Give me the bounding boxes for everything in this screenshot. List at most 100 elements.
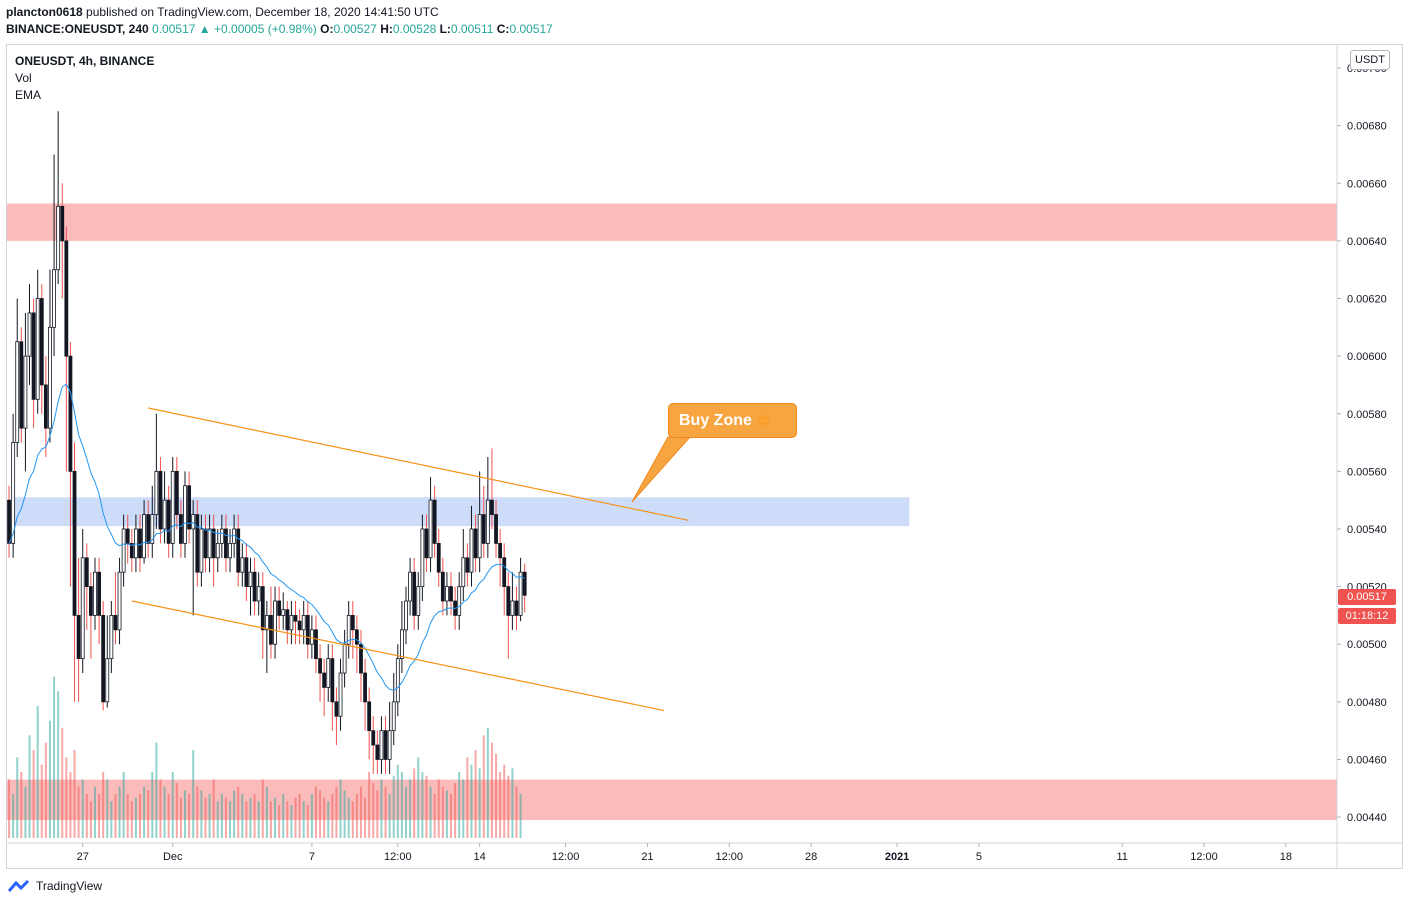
volume-bar [495, 753, 498, 838]
volume-bar [20, 772, 23, 838]
author-name[interactable]: plancton0618 [6, 5, 83, 19]
candle-up [510, 600, 515, 616]
volume-bar [388, 794, 391, 838]
countdown-tag: 01:18:12 [1338, 608, 1396, 624]
candle-up [35, 298, 40, 400]
candle-up [346, 615, 351, 645]
x-tick-label: 14 [474, 851, 486, 863]
candle-up [11, 442, 16, 544]
candle-up [301, 615, 306, 631]
candle-down [101, 615, 106, 703]
candle-up [215, 542, 220, 559]
volume-bar [12, 794, 15, 838]
volume-bar [175, 783, 178, 838]
volume-bar [245, 801, 248, 838]
trendline [148, 407, 689, 521]
volume-bar [302, 801, 305, 838]
candle-up [395, 658, 400, 703]
candle-down [97, 571, 101, 616]
footer-brand-text: TradingView [36, 879, 103, 893]
candle-up [15, 341, 20, 443]
low-value: 0.00511 [450, 22, 494, 36]
volume-bar [93, 786, 96, 838]
candle-up [207, 528, 212, 559]
volume-bar [224, 797, 227, 838]
candle-up [309, 629, 314, 645]
candle-up [150, 514, 155, 544]
volume-bar [470, 764, 473, 838]
candle-down [506, 586, 511, 616]
volume-bar [474, 750, 477, 838]
candle-up [109, 615, 114, 660]
candle-up [408, 571, 412, 602]
candle-down [367, 701, 372, 732]
volume-bar [53, 676, 56, 838]
currency-unit[interactable]: USDT [1350, 50, 1390, 70]
volume-bar [499, 772, 502, 838]
volume-bar [48, 720, 51, 838]
volume-bar [77, 786, 80, 838]
candle-down [363, 672, 367, 703]
volume-bar [310, 794, 313, 838]
volume-bar [196, 786, 199, 838]
x-tick-label: 21 [641, 851, 653, 863]
volume-bar [118, 786, 121, 838]
volume-bar [184, 790, 187, 838]
candle-up [379, 730, 384, 760]
candle-down [60, 205, 65, 242]
candle-down [465, 557, 470, 573]
volume-bar [454, 783, 457, 838]
candle-down [166, 499, 171, 544]
candle-down [293, 615, 298, 622]
candle-up [93, 571, 97, 616]
candle-down [244, 557, 249, 588]
price-change: +0.00005 (+0.98%) [214, 22, 317, 36]
candle-down [146, 514, 151, 544]
volume-bar [441, 786, 444, 838]
volume-bar [106, 779, 109, 838]
x-tick-label: Dec [163, 851, 183, 863]
volume-bar [421, 772, 424, 838]
candle-down [7, 499, 11, 544]
volume-bar [139, 794, 141, 838]
candle-down [297, 620, 302, 631]
volume-bar [151, 772, 154, 838]
volume-bar [102, 772, 105, 838]
candle-down [138, 528, 142, 559]
volume-bar [61, 728, 64, 838]
legend-title[interactable]: ONEUSDT, 4h, BINANCE [15, 54, 155, 68]
candle-down [440, 571, 445, 602]
y-tick-label: 0.00640 [1347, 236, 1387, 248]
buy-zone-callout[interactable]: Buy Zone 🔅 [668, 403, 797, 438]
footer-brand[interactable]: TradingView [8, 879, 102, 893]
volume-bar [490, 742, 493, 838]
candle-up [416, 586, 421, 616]
volume-bar [257, 801, 260, 838]
volume-bar [233, 790, 236, 838]
candle-down [88, 586, 93, 616]
x-tick-label: 5 [976, 851, 982, 863]
candle-down [113, 615, 118, 631]
candle-down [354, 629, 359, 645]
volume-bar [269, 801, 272, 838]
candle-down [412, 571, 417, 616]
x-tick-label: 2021 [885, 851, 909, 863]
x-tick-label: 18 [1280, 851, 1292, 863]
legend-vol[interactable]: Vol [15, 71, 32, 85]
candle-down [334, 701, 339, 717]
y-tick-label: 0.00600 [1347, 351, 1387, 363]
high-label: H: [380, 22, 393, 36]
legend-ema[interactable]: EMA [15, 88, 42, 102]
volume-bar [355, 794, 358, 838]
candle-up [23, 355, 28, 429]
volume-bar [331, 794, 334, 838]
volume-bar [192, 750, 195, 838]
candle-up [154, 470, 159, 515]
candle-down [129, 542, 134, 559]
x-tick-label: 12:00 [1190, 851, 1218, 863]
candle-up [264, 615, 269, 631]
candle-up [485, 499, 490, 544]
volume-bar [409, 779, 412, 838]
volume-bar [126, 794, 129, 838]
